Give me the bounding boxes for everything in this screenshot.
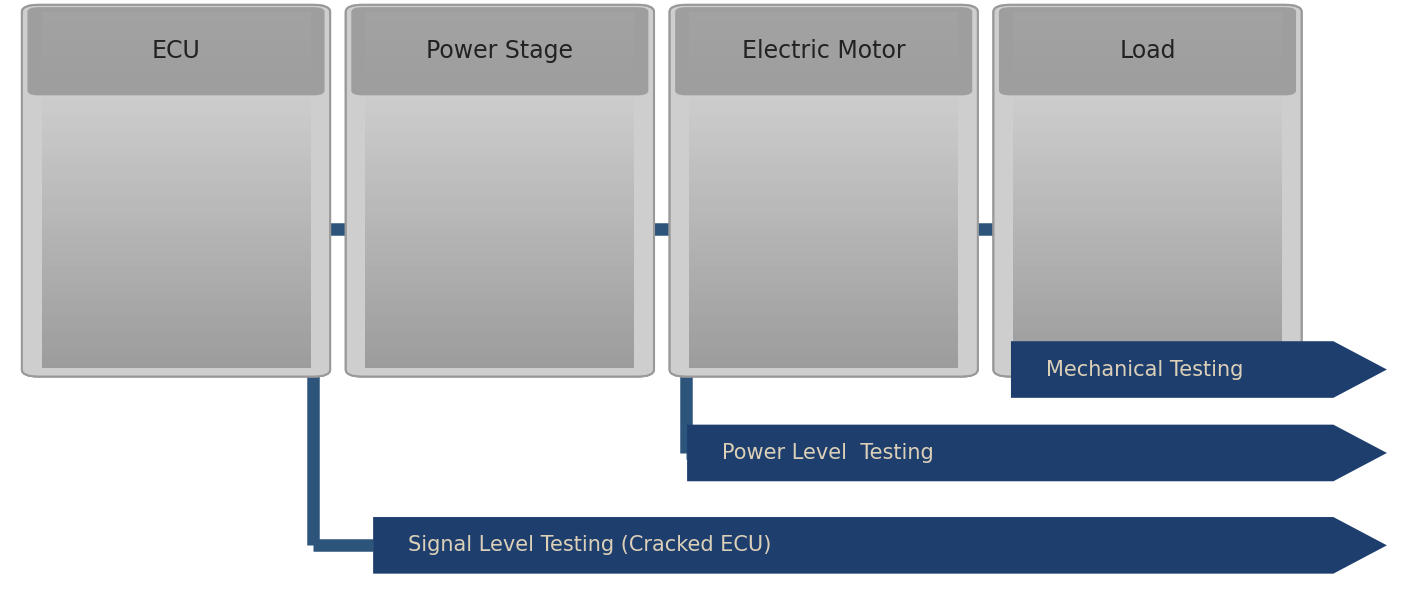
Polygon shape xyxy=(687,424,1387,482)
Text: Signal Level Testing (Cracked ECU): Signal Level Testing (Cracked ECU) xyxy=(408,535,772,555)
FancyBboxPatch shape xyxy=(993,5,1301,377)
Text: Power Stage: Power Stage xyxy=(427,39,573,63)
Polygon shape xyxy=(1011,341,1387,398)
FancyBboxPatch shape xyxy=(345,5,653,377)
Text: Load: Load xyxy=(1119,39,1176,63)
Text: ECU: ECU xyxy=(152,39,200,63)
FancyBboxPatch shape xyxy=(27,7,325,95)
Text: Electric Motor: Electric Motor xyxy=(742,39,905,63)
FancyBboxPatch shape xyxy=(351,7,648,95)
FancyBboxPatch shape xyxy=(674,7,972,95)
Polygon shape xyxy=(373,517,1387,573)
FancyBboxPatch shape xyxy=(669,5,977,377)
FancyBboxPatch shape xyxy=(998,7,1295,95)
Text: Mechanical Testing: Mechanical Testing xyxy=(1046,359,1243,380)
Text: Power Level  Testing: Power Level Testing xyxy=(722,443,934,463)
FancyBboxPatch shape xyxy=(21,5,329,377)
